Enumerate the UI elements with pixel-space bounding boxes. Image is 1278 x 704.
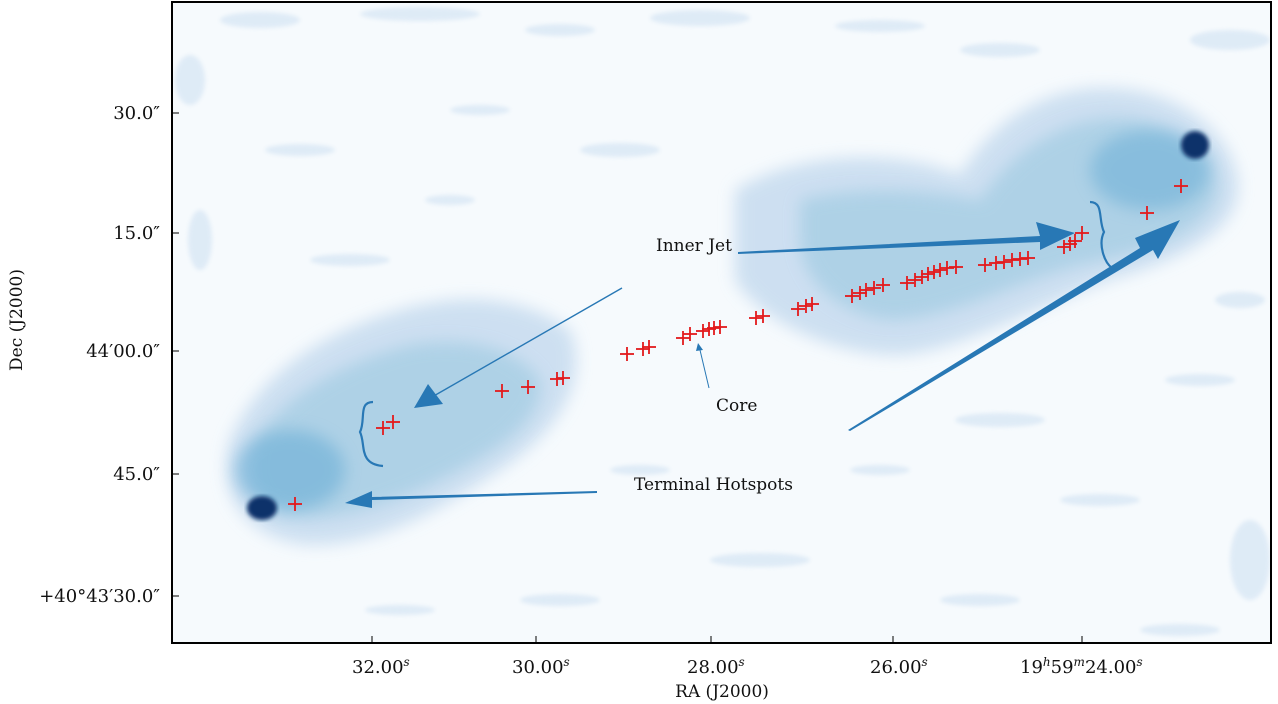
knot-marker	[845, 289, 859, 303]
knot-marker	[799, 299, 813, 313]
left-brace	[358, 400, 384, 468]
knot-marker	[636, 342, 650, 356]
knot-marker	[978, 258, 992, 272]
y-tick-label-5: +40°43′30.0″	[39, 586, 160, 607]
x-tick-label-3: 28.00s	[687, 655, 745, 678]
emission-map	[175, 7, 1270, 636]
knot-markers	[288, 179, 1188, 511]
knot-marker	[683, 327, 697, 341]
plot-frame	[171, 1, 1272, 644]
y-tick-label-4: 45.0″	[113, 464, 160, 485]
x-tick-label-5: 19h59m24.00s	[1020, 655, 1143, 678]
knot-marker	[853, 286, 867, 300]
knot-marker	[1068, 234, 1082, 248]
knot-marker	[1075, 226, 1089, 240]
x-axis-title: RA (J2000)	[675, 682, 769, 702]
knot-marker	[791, 302, 805, 316]
y-tick-label-2: 15.0″	[113, 223, 160, 244]
background-noise	[175, 7, 1270, 636]
knot-marker	[550, 372, 564, 386]
terminal-hotspots-label: Terminal Hotspots	[634, 475, 793, 495]
knot-marker	[997, 255, 1011, 269]
knot-marker	[707, 321, 721, 335]
tick-marks	[172, 112, 1083, 643]
knot-marker	[859, 283, 873, 297]
knot-marker	[949, 260, 963, 274]
knot-marker	[749, 311, 763, 325]
knot-marker	[386, 415, 400, 429]
knot-marker	[1005, 253, 1019, 267]
hotspot-arrow-left	[345, 491, 597, 508]
y-axis-title: Dec (J2000)	[7, 269, 27, 371]
inner-jet-arrow-right	[738, 222, 1075, 254]
left-lobe	[226, 299, 577, 545]
knot-marker	[642, 340, 656, 354]
annotation-arrows	[345, 220, 1180, 508]
knot-marker	[713, 320, 727, 334]
right-brace	[1089, 200, 1113, 269]
inner-jet-label: Inner Jet	[656, 236, 732, 256]
knot-marker	[867, 281, 881, 295]
knot-marker	[495, 384, 509, 398]
knot-marker	[1013, 252, 1027, 266]
knot-marker	[1140, 206, 1154, 220]
knot-marker	[1174, 179, 1188, 193]
knot-marker	[921, 267, 935, 281]
knot-marker	[805, 297, 819, 311]
knot-marker	[756, 309, 770, 323]
knot-marker	[915, 270, 929, 284]
inner-jet-arrow-left-shaft	[431, 287, 623, 398]
y-tick-label-1: 30.0″	[113, 103, 160, 124]
x-tick-label-4: 26.00s	[870, 655, 928, 678]
core-arrow-head	[696, 343, 703, 351]
y-tick-label-3: 44′00.0″	[86, 341, 160, 362]
knot-marker	[900, 276, 914, 290]
knot-marker	[556, 371, 570, 385]
knot-marker	[288, 497, 302, 511]
knot-marker	[908, 273, 922, 287]
knot-marker	[927, 265, 941, 279]
knot-marker	[376, 421, 390, 435]
knot-marker	[1057, 240, 1071, 254]
core-label: Core	[716, 396, 757, 416]
core-arrow	[699, 349, 710, 389]
knot-marker	[989, 256, 1003, 270]
knot-marker	[940, 261, 954, 275]
x-tick-label-2: 30.00s	[512, 655, 570, 678]
knot-marker	[1021, 251, 1035, 265]
x-tick-label-1: 32.00s	[352, 655, 410, 678]
hotspot-arrow-right	[848, 220, 1180, 431]
knot-marker	[933, 263, 947, 277]
knot-marker	[876, 278, 890, 292]
knot-marker	[696, 324, 710, 338]
knot-marker	[521, 380, 535, 394]
inner-jet-arrow-left-head	[414, 384, 443, 408]
knot-marker	[620, 347, 634, 361]
